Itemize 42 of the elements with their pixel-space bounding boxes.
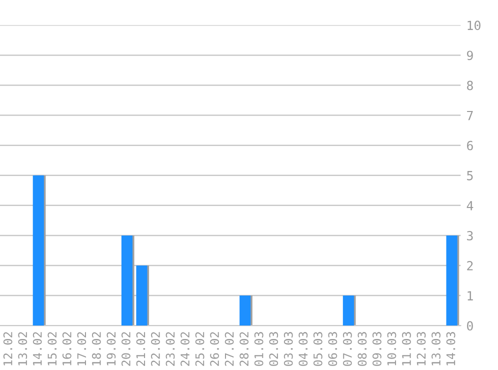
x-tick-label: 16.02 xyxy=(62,332,72,366)
y-tick-label: 7 xyxy=(467,110,473,120)
x-tick-label: 12.03 xyxy=(416,332,426,366)
y-tick-label: 5 xyxy=(467,171,473,180)
x-tick-label: 01.03 xyxy=(254,332,264,366)
y-tick-label: 10 xyxy=(468,20,480,30)
x-tick-label: 17.02 xyxy=(77,332,86,366)
y-tick-label: 9 xyxy=(466,50,473,60)
x-tick-label: 22.02 xyxy=(151,332,160,366)
x-tick-label: 06.03 xyxy=(328,332,338,366)
y-tick-label: 6 xyxy=(467,140,473,150)
x-tick-label: 09.03 xyxy=(372,332,382,366)
x-tick-label: 03.03 xyxy=(284,332,293,366)
x-tick-label: 19.02 xyxy=(106,332,116,366)
y-tick-label: 2 xyxy=(467,261,473,270)
x-tick-label: 23.02 xyxy=(166,332,175,366)
x-tick-label: 14.03 xyxy=(446,332,456,366)
x-tick-label: 05.03 xyxy=(313,332,322,366)
x-tick-label: 08.03 xyxy=(358,332,367,366)
x-tick-label: 07.03 xyxy=(342,332,352,366)
x-tick-label: 13.03 xyxy=(432,332,440,366)
y-tick-label: 1 xyxy=(468,291,473,300)
x-tick-label: 27.02 xyxy=(224,332,234,366)
y-tick-label: 4 xyxy=(466,201,474,210)
x-tick-label: 12.02 xyxy=(3,332,12,366)
x-tick-label: 18.02 xyxy=(92,332,101,366)
x-tick-label: 14.02 xyxy=(32,332,42,366)
x-tick-label: 28.02 xyxy=(240,332,249,366)
y-tick-label: 8 xyxy=(467,80,473,90)
y-tick-label: 0 xyxy=(467,321,473,331)
x-tick-label: 13.02 xyxy=(18,332,28,366)
x-tick-label: 25.02 xyxy=(195,332,204,366)
y-tick-label: 3 xyxy=(467,230,473,240)
x-tick-label: 02.03 xyxy=(269,332,278,366)
x-tick-label: 20.02 xyxy=(122,332,130,366)
x-tick-label: 04.03 xyxy=(298,332,308,366)
x-tick-label: 26.02 xyxy=(210,332,220,366)
x-tick-label: 15.02 xyxy=(48,332,57,366)
x-tick-label: 24.02 xyxy=(180,332,190,366)
x-tick-label: 10.03 xyxy=(387,332,396,366)
x-tick-label: 21.02 xyxy=(136,332,146,366)
x-tick-label: 11.03 xyxy=(402,332,411,366)
